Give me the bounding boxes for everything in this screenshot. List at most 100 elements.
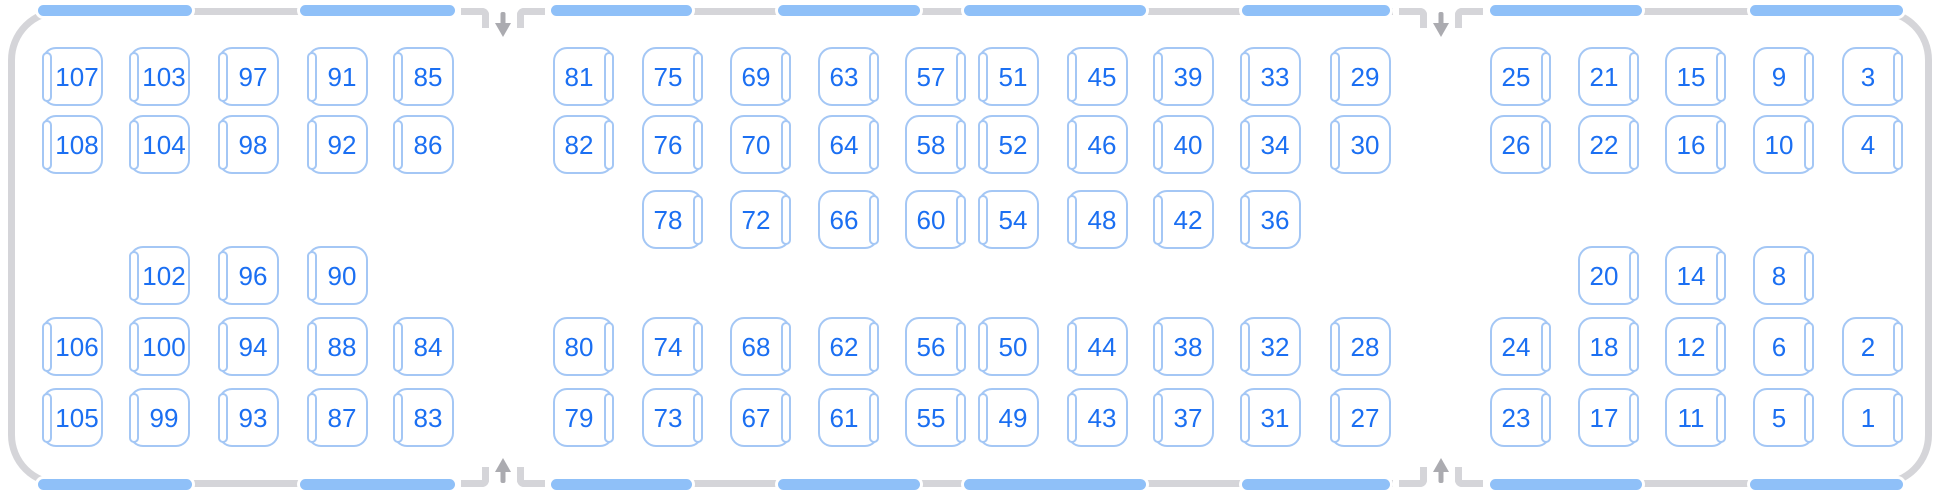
seat-number: 12: [1676, 331, 1706, 362]
seat-98[interactable]: 98: [218, 115, 279, 174]
seat-2[interactable]: 2: [1842, 317, 1903, 376]
seat-68[interactable]: 68: [730, 317, 791, 376]
seat-4[interactable]: 4: [1842, 115, 1903, 174]
seat-number: 82: [564, 129, 594, 160]
seat-76[interactable]: 76: [642, 115, 703, 174]
seat-90[interactable]: 90: [307, 246, 368, 305]
seat-12[interactable]: 12: [1665, 317, 1726, 376]
seat-55[interactable]: 55: [905, 388, 966, 447]
seat-60[interactable]: 60: [905, 190, 966, 249]
seat-3[interactable]: 3: [1842, 47, 1903, 106]
seat-16[interactable]: 16: [1665, 115, 1726, 174]
seat-91[interactable]: 91: [307, 47, 368, 106]
seat-87[interactable]: 87: [307, 388, 368, 447]
seat-67[interactable]: 67: [730, 388, 791, 447]
seat-100[interactable]: 100: [129, 317, 190, 376]
seat-38[interactable]: 38: [1153, 317, 1214, 376]
seat-70[interactable]: 70: [730, 115, 791, 174]
seat-9[interactable]: 9: [1753, 47, 1814, 106]
seat-69[interactable]: 69: [730, 47, 791, 106]
seat-29[interactable]: 29: [1330, 47, 1391, 106]
seat-97[interactable]: 97: [218, 47, 279, 106]
seat-86[interactable]: 86: [393, 115, 454, 174]
seat-61[interactable]: 61: [818, 388, 879, 447]
seat-93[interactable]: 93: [218, 388, 279, 447]
seat-54[interactable]: 54: [978, 190, 1039, 249]
seat-48[interactable]: 48: [1067, 190, 1128, 249]
seat-back-icon: [1153, 51, 1163, 102]
seat-18[interactable]: 18: [1578, 317, 1639, 376]
seat-99[interactable]: 99: [129, 388, 190, 447]
seat-66[interactable]: 66: [818, 190, 879, 249]
seat-79[interactable]: 79: [553, 388, 614, 447]
seat-83[interactable]: 83: [393, 388, 454, 447]
seat-104[interactable]: 104: [129, 115, 190, 174]
seat-37[interactable]: 37: [1153, 388, 1214, 447]
seat-21[interactable]: 21: [1578, 47, 1639, 106]
seat-73[interactable]: 73: [642, 388, 703, 447]
seat-17[interactable]: 17: [1578, 388, 1639, 447]
seat-81[interactable]: 81: [553, 47, 614, 106]
seat-32[interactable]: 32: [1240, 317, 1301, 376]
seat-102[interactable]: 102: [129, 246, 190, 305]
seat-75[interactable]: 75: [642, 47, 703, 106]
seat-43[interactable]: 43: [1067, 388, 1128, 447]
seat-103[interactable]: 103: [129, 47, 190, 106]
seat-57[interactable]: 57: [905, 47, 966, 106]
seat-back-icon: [1629, 119, 1639, 170]
seat-84[interactable]: 84: [393, 317, 454, 376]
seat-72[interactable]: 72: [730, 190, 791, 249]
seat-10[interactable]: 10: [1753, 115, 1814, 174]
seat-85[interactable]: 85: [393, 47, 454, 106]
seat-40[interactable]: 40: [1153, 115, 1214, 174]
seat-26[interactable]: 26: [1490, 115, 1551, 174]
seat-64[interactable]: 64: [818, 115, 879, 174]
seat-11[interactable]: 11: [1665, 388, 1726, 447]
seat-6[interactable]: 6: [1753, 317, 1814, 376]
seat-94[interactable]: 94: [218, 317, 279, 376]
seat-22[interactable]: 22: [1578, 115, 1639, 174]
seat-50[interactable]: 50: [978, 317, 1039, 376]
seat-36[interactable]: 36: [1240, 190, 1301, 249]
seat-number: 78: [653, 204, 683, 235]
seat-number: 80: [564, 331, 594, 362]
seat-24[interactable]: 24: [1490, 317, 1551, 376]
seat-20[interactable]: 20: [1578, 246, 1639, 305]
seat-49[interactable]: 49: [978, 388, 1039, 447]
seat-23[interactable]: 23: [1490, 388, 1551, 447]
seat-107[interactable]: 107: [42, 47, 103, 106]
seat-78[interactable]: 78: [642, 190, 703, 249]
seat-14[interactable]: 14: [1665, 246, 1726, 305]
seat-96[interactable]: 96: [218, 246, 279, 305]
seat-82[interactable]: 82: [553, 115, 614, 174]
seat-80[interactable]: 80: [553, 317, 614, 376]
seat-44[interactable]: 44: [1067, 317, 1128, 376]
seat-46[interactable]: 46: [1067, 115, 1128, 174]
seat-51[interactable]: 51: [978, 47, 1039, 106]
seat-56[interactable]: 56: [905, 317, 966, 376]
seat-106[interactable]: 106: [42, 317, 103, 376]
seat-88[interactable]: 88: [307, 317, 368, 376]
seat-15[interactable]: 15: [1665, 47, 1726, 106]
seat-28[interactable]: 28: [1330, 317, 1391, 376]
seat-31[interactable]: 31: [1240, 388, 1301, 447]
seat-74[interactable]: 74: [642, 317, 703, 376]
seat-52[interactable]: 52: [978, 115, 1039, 174]
seat-63[interactable]: 63: [818, 47, 879, 106]
seat-108[interactable]: 108: [42, 115, 103, 174]
seat-27[interactable]: 27: [1330, 388, 1391, 447]
seat-62[interactable]: 62: [818, 317, 879, 376]
seat-45[interactable]: 45: [1067, 47, 1128, 106]
seat-92[interactable]: 92: [307, 115, 368, 174]
seat-39[interactable]: 39: [1153, 47, 1214, 106]
seat-58[interactable]: 58: [905, 115, 966, 174]
seat-30[interactable]: 30: [1330, 115, 1391, 174]
seat-34[interactable]: 34: [1240, 115, 1301, 174]
seat-25[interactable]: 25: [1490, 47, 1551, 106]
seat-5[interactable]: 5: [1753, 388, 1814, 447]
seat-8[interactable]: 8: [1753, 246, 1814, 305]
seat-33[interactable]: 33: [1240, 47, 1301, 106]
seat-1[interactable]: 1: [1842, 388, 1903, 447]
seat-105[interactable]: 105: [42, 388, 103, 447]
seat-42[interactable]: 42: [1153, 190, 1214, 249]
